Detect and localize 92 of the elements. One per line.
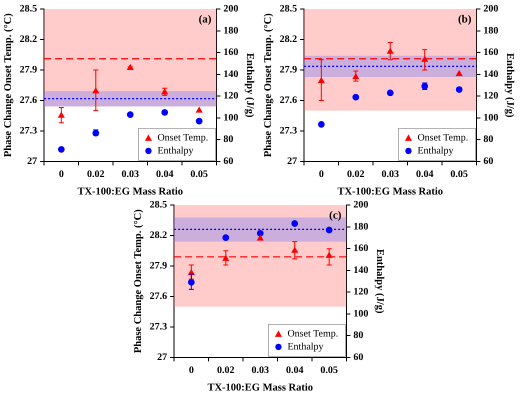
y-tick-label: 28.5 [280, 4, 298, 15]
x-tick-label: 0.02 [347, 168, 365, 180]
y-tick-label: 27 [287, 156, 298, 167]
y-tick-label: 28.2 [20, 34, 38, 46]
annotation: (c) [329, 209, 342, 222]
y-tick-label: 27.9 [20, 64, 38, 76]
legend-label: Onset Temp. [417, 132, 468, 144]
x-axis-title: TX-100:EG Mass Ratio [77, 186, 184, 198]
y2-tick-label: 60 [223, 156, 234, 167]
point [456, 86, 463, 93]
y2-tick-label: 140 [353, 264, 368, 276]
y2-tick-label: 160 [483, 47, 498, 58]
point [318, 121, 325, 128]
y-tick-label: 28.2 [280, 34, 298, 46]
y2-axis-title: Enthalpy (J/g) [244, 52, 255, 118]
y2-tick-label: 200 [223, 4, 238, 15]
point [326, 252, 332, 258]
x-tick-label: 0.03 [252, 364, 269, 376]
y-tick-label: 27.9 [150, 260, 168, 272]
x-axis-title: TX-100:EG Mass Ratio [207, 382, 314, 394]
point [256, 230, 264, 237]
x-tick-label: 0.03 [122, 168, 139, 180]
x-tick-label: 0.02 [87, 168, 105, 180]
point [161, 109, 168, 116]
x-tick-label: 0.04 [286, 364, 304, 376]
y2-tick-label: 80 [483, 134, 494, 146]
x-tick-label: 0 [188, 364, 194, 376]
y2-axis-title: Enthalpy (J/g) [374, 248, 385, 314]
y2-tick-label: 160 [353, 243, 368, 254]
y2-tick-label: 180 [483, 25, 498, 36]
y2-tick-label: 100 [483, 112, 498, 124]
point [196, 107, 202, 113]
point [422, 56, 428, 62]
point [291, 220, 298, 227]
x-tick-label: 0.05 [190, 168, 208, 180]
x-tick-label: 0 [58, 168, 64, 180]
annotation: (a) [198, 13, 212, 26]
legend-label: Enthalpy [157, 146, 194, 157]
legend-label: Enthalpy [417, 146, 454, 157]
y2-tick-label: 180 [223, 25, 238, 36]
y2-tick-label: 120 [223, 90, 238, 102]
point [292, 247, 298, 253]
x-tick-label: 0.04 [156, 168, 174, 180]
y-axis-title: Phase Change Onset Temp. (°C) [133, 208, 144, 354]
y2-tick-label: 120 [353, 286, 368, 298]
point [126, 111, 134, 118]
y2-tick-label: 180 [353, 221, 368, 232]
legend-label: Enthalpy [287, 342, 324, 353]
x-tick-label: 0.02 [217, 364, 235, 376]
y-tick-label: 27.3 [150, 322, 168, 332]
x-tick-label: 0 [318, 168, 324, 180]
y2-tick-label: 80 [353, 330, 364, 342]
y2-tick-label: 120 [483, 90, 498, 102]
y-tick-label: 27.9 [280, 64, 298, 76]
legend-label: Onset Temp. [287, 328, 338, 340]
point [352, 94, 360, 101]
x-tick-label: 0.04 [416, 168, 434, 180]
y-tick-label: 28.2 [150, 230, 168, 242]
y-tick-label: 28.5 [150, 200, 168, 211]
y2-tick-label: 80 [223, 134, 234, 146]
y-tick-label: 28.5 [20, 4, 38, 15]
point [58, 146, 65, 153]
y-tick-label: 27.3 [20, 126, 38, 136]
annotation: (b) [458, 13, 472, 26]
y2-tick-label: 100 [223, 112, 238, 124]
x-tick-label: 0.05 [320, 364, 338, 376]
point [326, 226, 333, 234]
x-tick-label: 0.03 [382, 168, 399, 180]
point [386, 89, 394, 96]
y-tick-label: 27.3 [280, 126, 298, 136]
y-tick-label: 27.6 [150, 291, 168, 302]
point [196, 118, 203, 124]
y2-tick-label: 200 [483, 4, 498, 15]
point [92, 88, 99, 94]
y2-tick-label: 140 [483, 68, 498, 80]
y2-axis-title: Enthalpy (J/g) [504, 52, 515, 118]
y-tick-label: 27.6 [280, 95, 298, 106]
y2-tick-label: 60 [353, 352, 364, 363]
y2-tick-label: 200 [353, 200, 368, 211]
y-tick-label: 27 [27, 156, 38, 167]
y-axis-title: Phase Change Onset Temp. (°C) [3, 12, 14, 158]
y-tick-label: 27 [157, 352, 168, 363]
y2-tick-label: 140 [223, 68, 238, 80]
y2-tick-label: 100 [353, 308, 368, 320]
y-axis-title: Phase Change Onset Temp. (°C) [263, 12, 274, 158]
legend-label: Onset Temp. [157, 132, 208, 144]
point [222, 234, 230, 242]
y-tick-label: 27.6 [20, 95, 38, 106]
x-axis-title: TX-100:EG Mass Ratio [337, 186, 444, 198]
y2-tick-label: 160 [223, 47, 238, 58]
y2-tick-label: 60 [483, 156, 494, 167]
x-tick-label: 0.05 [450, 168, 468, 180]
